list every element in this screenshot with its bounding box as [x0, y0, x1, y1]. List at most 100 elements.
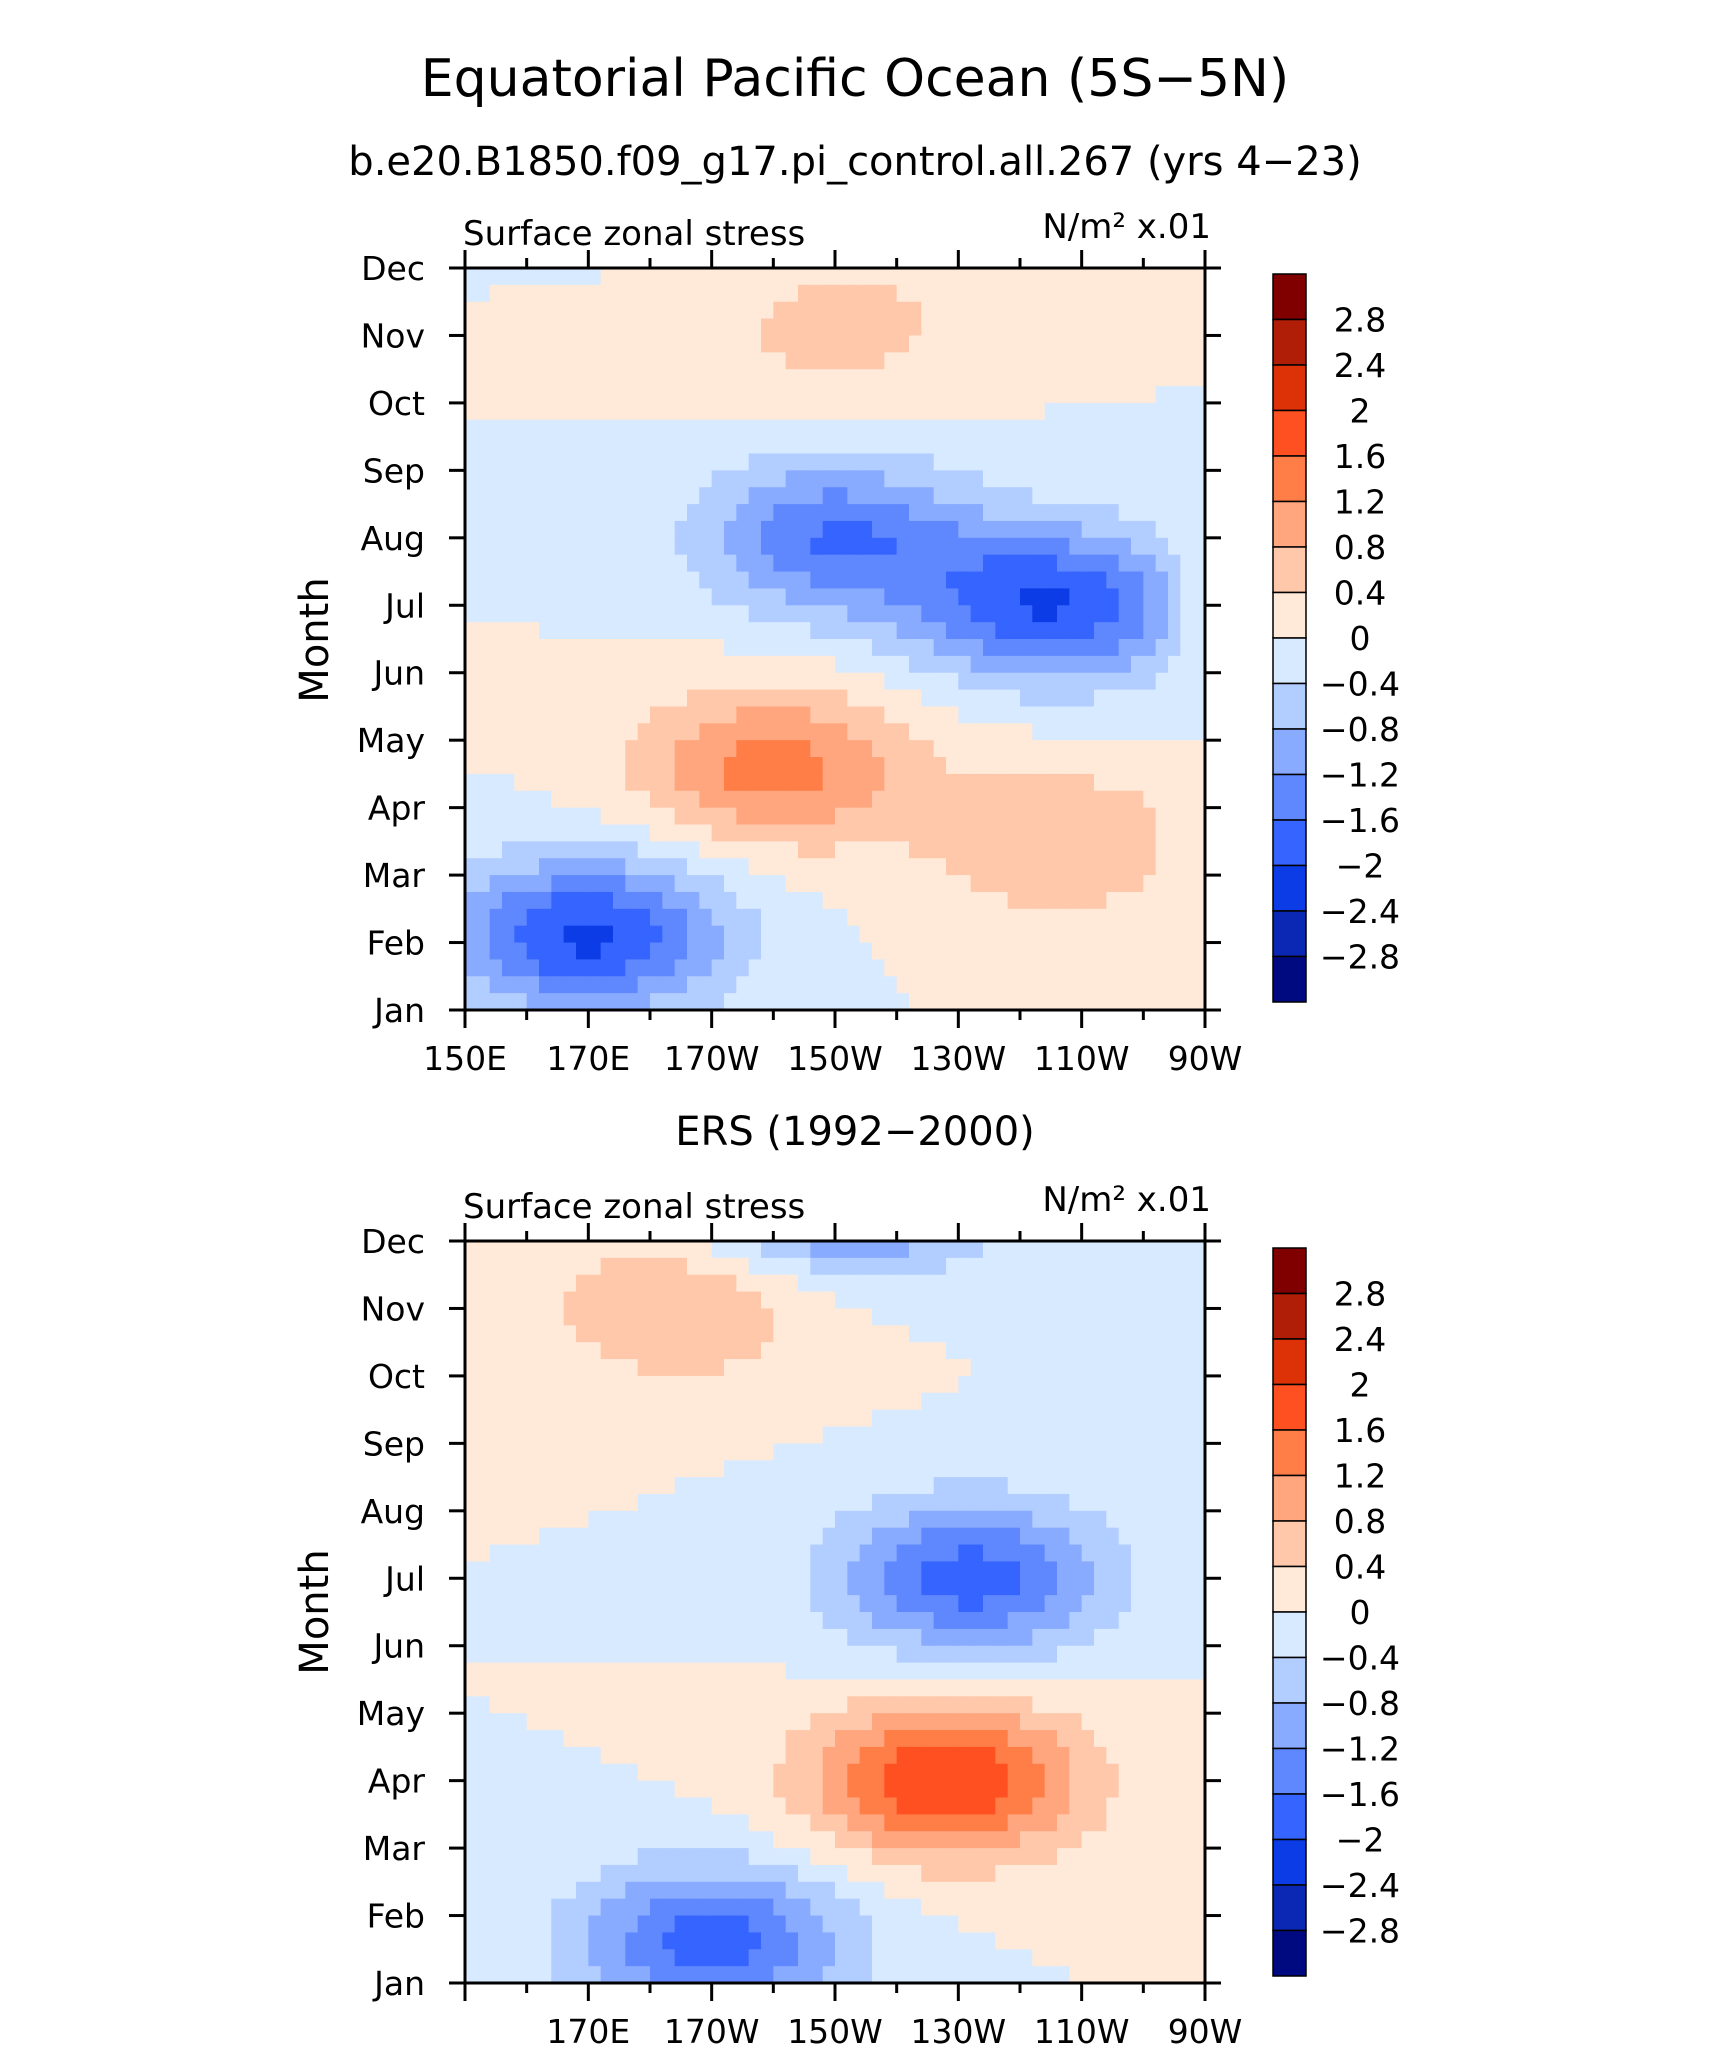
contour-cell [884, 588, 898, 606]
contour-cell [958, 605, 972, 623]
contour-cell [674, 1763, 688, 1782]
contour-cell [1168, 605, 1181, 623]
contour-cell [502, 1274, 515, 1293]
contour-cell [489, 1915, 503, 1934]
contour-cell [662, 1814, 676, 1832]
contour-cell [872, 1527, 885, 1546]
contour-cell [1094, 706, 1107, 724]
contour-cell [502, 352, 515, 370]
contour-cell [748, 1510, 762, 1529]
contour-cell [859, 1291, 873, 1310]
contour-cell [1057, 1342, 1070, 1360]
contour-cell [983, 925, 996, 944]
contour-cell [810, 1628, 824, 1647]
contour-cell [872, 436, 885, 455]
contour-cell [1044, 841, 1058, 859]
contour-cell [711, 655, 725, 674]
contour-cell [502, 1612, 515, 1630]
contour-cell [773, 1966, 787, 1984]
contour-cell [785, 723, 799, 741]
contour-cell [970, 1544, 984, 1563]
contour-cell [1020, 1241, 1033, 1259]
contour-cell [958, 824, 972, 842]
contour-cell [810, 268, 824, 286]
contour-cell [1081, 790, 1095, 809]
contour-cell [489, 605, 503, 623]
contour-cell [773, 1763, 787, 1782]
contour-cell [810, 419, 824, 438]
contour-cell [933, 1645, 947, 1664]
contour-cell [588, 1679, 602, 1697]
contour-cell [822, 1814, 836, 1832]
contour-cell [798, 723, 811, 741]
contour-cell [625, 1527, 639, 1546]
contour-cell [625, 993, 639, 1011]
contour-cell [946, 790, 959, 809]
contour-cell [933, 1713, 947, 1731]
contour-cell [489, 1409, 503, 1428]
contour-cell [847, 1359, 861, 1377]
contour-cell [1044, 436, 1058, 455]
contour-cell [674, 301, 688, 320]
contour-cell [847, 875, 861, 893]
contour-cell [465, 723, 478, 741]
contour-cell [933, 1426, 947, 1444]
contour-cell [958, 1527, 972, 1546]
contour-cell [1020, 1730, 1033, 1748]
contour-cell [1057, 605, 1070, 623]
contour-cell [563, 1679, 577, 1697]
contour-cell [563, 740, 577, 758]
contour-cell [958, 1949, 972, 1967]
contour-cell [477, 1510, 491, 1529]
contour-cell [773, 1460, 787, 1478]
contour-cell [859, 757, 873, 775]
contour-cell [958, 1713, 972, 1731]
contour-cell [489, 740, 503, 758]
contour-cell [884, 1325, 898, 1343]
contour-cell [613, 807, 626, 826]
contour-cell [1032, 369, 1046, 387]
contour-cell [995, 402, 1009, 421]
contour-cell [662, 453, 676, 471]
contour-cell [1007, 268, 1021, 286]
contour-cell [637, 1881, 651, 1900]
contour-cell [563, 1325, 577, 1343]
contour-cell [1020, 655, 1033, 674]
contour-cell [613, 318, 626, 337]
contour-cell [847, 1763, 861, 1782]
contour-cell [995, 1392, 1009, 1411]
contour-cell [736, 1527, 750, 1546]
contour-cell [785, 453, 799, 471]
contour-cell [909, 1848, 922, 1866]
contour-cell [748, 740, 762, 758]
contour-cell [465, 1730, 478, 1748]
contour-cell [822, 925, 836, 944]
contour-cell [489, 1881, 503, 1900]
contour-cell [909, 706, 922, 724]
contour-cell [600, 520, 614, 539]
contour-cell [699, 875, 713, 893]
contour-cell [1044, 1763, 1058, 1782]
contour-cell [785, 1375, 799, 1394]
contour-cell [563, 1257, 577, 1276]
contour-cell [958, 369, 972, 387]
contour-cell [798, 1932, 811, 1950]
contour-cell [909, 1359, 922, 1377]
contour-cell [539, 655, 552, 674]
contour-cell [687, 1409, 700, 1428]
contour-cell [1020, 773, 1033, 792]
contour-cell [576, 1780, 589, 1799]
contour-cell [637, 1291, 651, 1310]
contour-cell [736, 1966, 750, 1984]
contour-cell [1044, 1915, 1058, 1934]
contour-cell [847, 925, 861, 944]
contour-cell [637, 773, 651, 792]
contour-cell [600, 925, 614, 944]
contour-cell [1069, 1628, 1083, 1647]
contour-cell [1155, 689, 1169, 708]
contour-cell [489, 790, 503, 809]
contour-cell [1057, 875, 1070, 893]
contour-cell [970, 335, 984, 353]
contour-cell [1180, 487, 1194, 505]
contour-cell [674, 622, 688, 640]
